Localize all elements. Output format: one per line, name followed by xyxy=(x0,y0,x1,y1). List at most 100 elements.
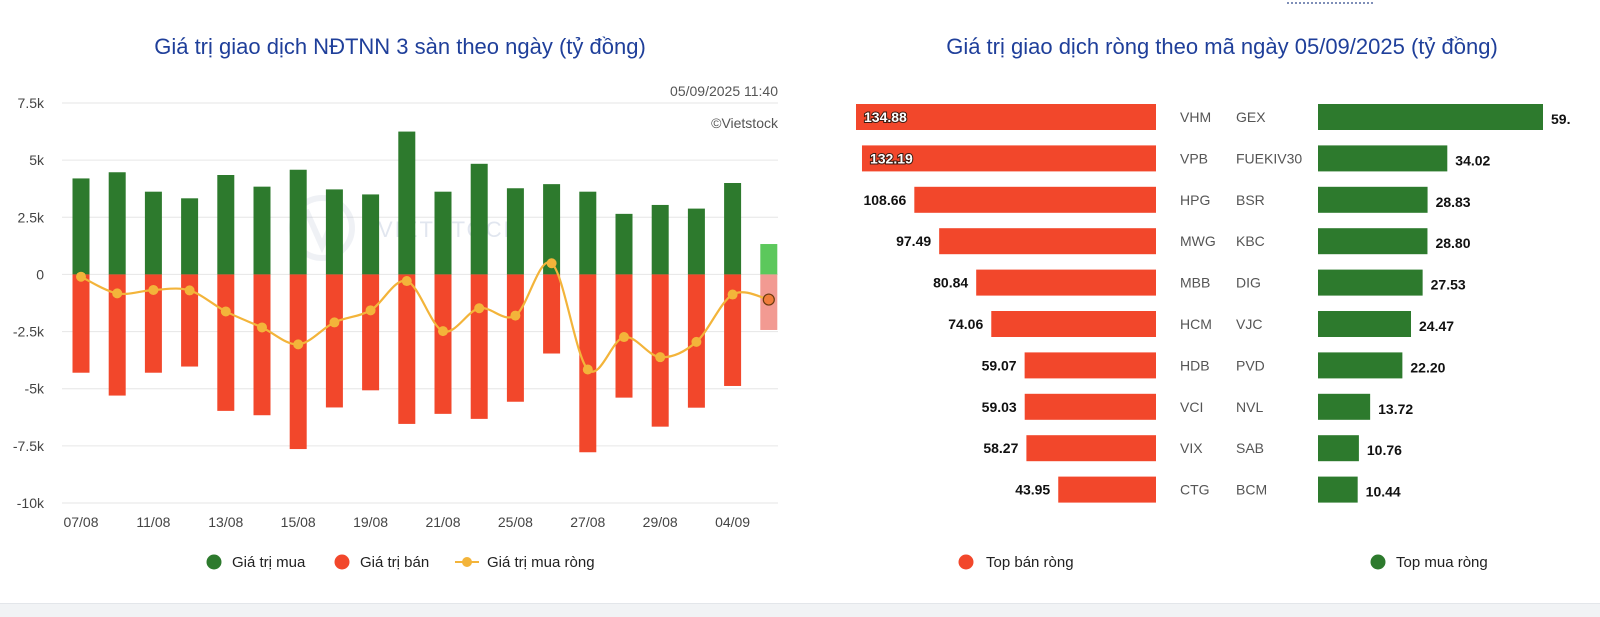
net-buy-point[interactable] xyxy=(582,364,593,375)
buy-ticker-code[interactable]: GEX xyxy=(1236,109,1266,125)
buy-ticker-bar[interactable] xyxy=(1318,104,1543,130)
legend-item-sell[interactable]: Giá trị bán xyxy=(334,554,430,571)
net-buy-point[interactable] xyxy=(293,339,304,350)
buy-bar[interactable] xyxy=(724,183,742,275)
sell-ticker-code[interactable]: MBB xyxy=(1180,275,1210,291)
sell-ticker-code[interactable]: HCM xyxy=(1180,316,1212,332)
net-buy-point[interactable] xyxy=(438,326,448,337)
sell-ticker-code[interactable]: CTG xyxy=(1180,482,1210,498)
net-buy-point[interactable] xyxy=(220,306,231,317)
net-buy-point[interactable] xyxy=(365,305,376,316)
buy-bar[interactable] xyxy=(362,194,380,275)
sell-bar[interactable] xyxy=(181,274,199,367)
buy-ticker-code[interactable]: KBC xyxy=(1236,233,1265,249)
sell-bar[interactable] xyxy=(72,274,90,373)
sell-bar[interactable] xyxy=(470,274,488,419)
buy-bar[interactable] xyxy=(217,175,235,275)
sell-ticker-bar[interactable] xyxy=(914,186,1156,213)
net-buy-point[interactable] xyxy=(112,288,123,299)
sell-bar[interactable] xyxy=(253,274,271,416)
buy-bar[interactable] xyxy=(144,191,162,275)
sell-ticker-code[interactable]: VIX xyxy=(1180,440,1203,456)
net-buy-point[interactable] xyxy=(619,332,629,343)
buy-ticker-code[interactable]: BCM xyxy=(1236,482,1267,498)
sell-bar[interactable] xyxy=(144,274,162,373)
net-buy-point[interactable] xyxy=(727,289,738,300)
buy-bar[interactable] xyxy=(470,163,488,275)
buy-ticker-bar[interactable] xyxy=(1318,269,1423,296)
sell-bar[interactable] xyxy=(108,274,126,396)
buy-bar[interactable] xyxy=(253,186,271,275)
buy-ticker-bar[interactable] xyxy=(1318,352,1403,379)
buy-bar[interactable] xyxy=(579,191,597,275)
sell-ticker-code[interactable]: VCI xyxy=(1180,399,1203,415)
buy-bar[interactable] xyxy=(72,178,90,275)
buy-ticker-bar[interactable] xyxy=(1318,186,1428,213)
sell-ticker-bar[interactable] xyxy=(976,269,1156,296)
buy-ticker-code[interactable]: VJC xyxy=(1236,316,1262,332)
buy-bar[interactable] xyxy=(108,172,126,275)
buy-ticker-code[interactable]: NVL xyxy=(1236,399,1263,415)
sell-ticker-code[interactable]: VHM xyxy=(1180,109,1211,125)
sell-bar[interactable] xyxy=(579,274,597,453)
sell-ticker-bar[interactable] xyxy=(1026,435,1156,462)
legend-item-buy[interactable]: Giá trị mua xyxy=(206,554,307,571)
sell-ticker-bar[interactable] xyxy=(991,311,1156,337)
sell-bar[interactable] xyxy=(543,274,561,354)
net-buy-point[interactable] xyxy=(329,317,340,328)
sell-ticker-bar[interactable] xyxy=(939,228,1156,255)
net-buy-point[interactable] xyxy=(401,276,412,287)
sell-bar[interactable] xyxy=(289,274,307,450)
buy-ticker-code[interactable]: PVD xyxy=(1236,357,1265,373)
net-buy-point[interactable] xyxy=(148,284,159,295)
buy-ticker-bar[interactable] xyxy=(1318,393,1371,420)
legend-item-top-sell[interactable]: Top bán ròng xyxy=(958,554,1074,571)
buy-bar[interactable] xyxy=(506,188,524,275)
legend-item-net[interactable]: Giá trị mua ròng xyxy=(455,554,595,571)
sell-bar[interactable] xyxy=(362,274,380,391)
sell-ticker-code[interactable]: HPG xyxy=(1180,192,1210,208)
sell-bar[interactable] xyxy=(506,274,524,402)
net-buy-point[interactable] xyxy=(184,285,195,296)
net-buy-point[interactable] xyxy=(691,336,702,347)
buy-ticker-code[interactable]: SAB xyxy=(1236,440,1264,456)
sell-ticker-bar[interactable] xyxy=(1024,393,1156,420)
net-buy-point[interactable] xyxy=(655,352,666,363)
buy-bar[interactable] xyxy=(760,244,778,275)
sell-ticker-code[interactable]: VPB xyxy=(1180,150,1208,166)
sell-bar[interactable] xyxy=(398,274,416,424)
sell-bar[interactable] xyxy=(724,274,742,386)
buy-ticker-bar[interactable] xyxy=(1318,145,1448,172)
sell-ticker-bar[interactable] xyxy=(1024,352,1156,379)
sell-ticker-bar[interactable] xyxy=(1058,476,1156,503)
buy-bar[interactable] xyxy=(434,191,452,275)
buy-bar[interactable] xyxy=(325,189,343,275)
sell-ticker-bar[interactable] xyxy=(856,104,1156,130)
buy-ticker-bar[interactable] xyxy=(1318,311,1412,337)
buy-bar[interactable] xyxy=(687,208,705,275)
sell-bar[interactable] xyxy=(651,274,669,427)
sell-bar[interactable] xyxy=(325,274,343,408)
buy-bar[interactable] xyxy=(398,131,416,275)
net-buy-point[interactable] xyxy=(257,322,267,333)
buy-ticker-bar[interactable] xyxy=(1318,476,1358,503)
buy-bar[interactable] xyxy=(615,213,633,275)
net-buy-point[interactable] xyxy=(510,310,521,321)
sell-ticker-code[interactable]: HDB xyxy=(1180,357,1210,373)
buy-ticker-code[interactable]: FUEKIV30 xyxy=(1236,150,1302,166)
buy-ticker-bar[interactable] xyxy=(1318,228,1428,255)
legend-item-top-buy[interactable]: Top mua ròng xyxy=(1370,554,1488,571)
buy-bar[interactable] xyxy=(181,198,199,275)
sell-bar[interactable] xyxy=(434,274,452,414)
buy-bar[interactable] xyxy=(543,184,561,275)
sell-bar[interactable] xyxy=(217,274,235,411)
net-buy-point[interactable] xyxy=(76,271,86,282)
buy-ticker-bar[interactable] xyxy=(1318,435,1359,462)
buy-ticker-code[interactable]: DIG xyxy=(1236,275,1261,291)
buy-ticker-code[interactable]: BSR xyxy=(1236,192,1265,208)
net-buy-point[interactable] xyxy=(474,303,485,314)
buy-bar[interactable] xyxy=(651,204,669,275)
sell-ticker-bar[interactable] xyxy=(861,145,1156,172)
net-buy-point[interactable] xyxy=(762,293,775,306)
buy-bar[interactable] xyxy=(289,169,307,275)
